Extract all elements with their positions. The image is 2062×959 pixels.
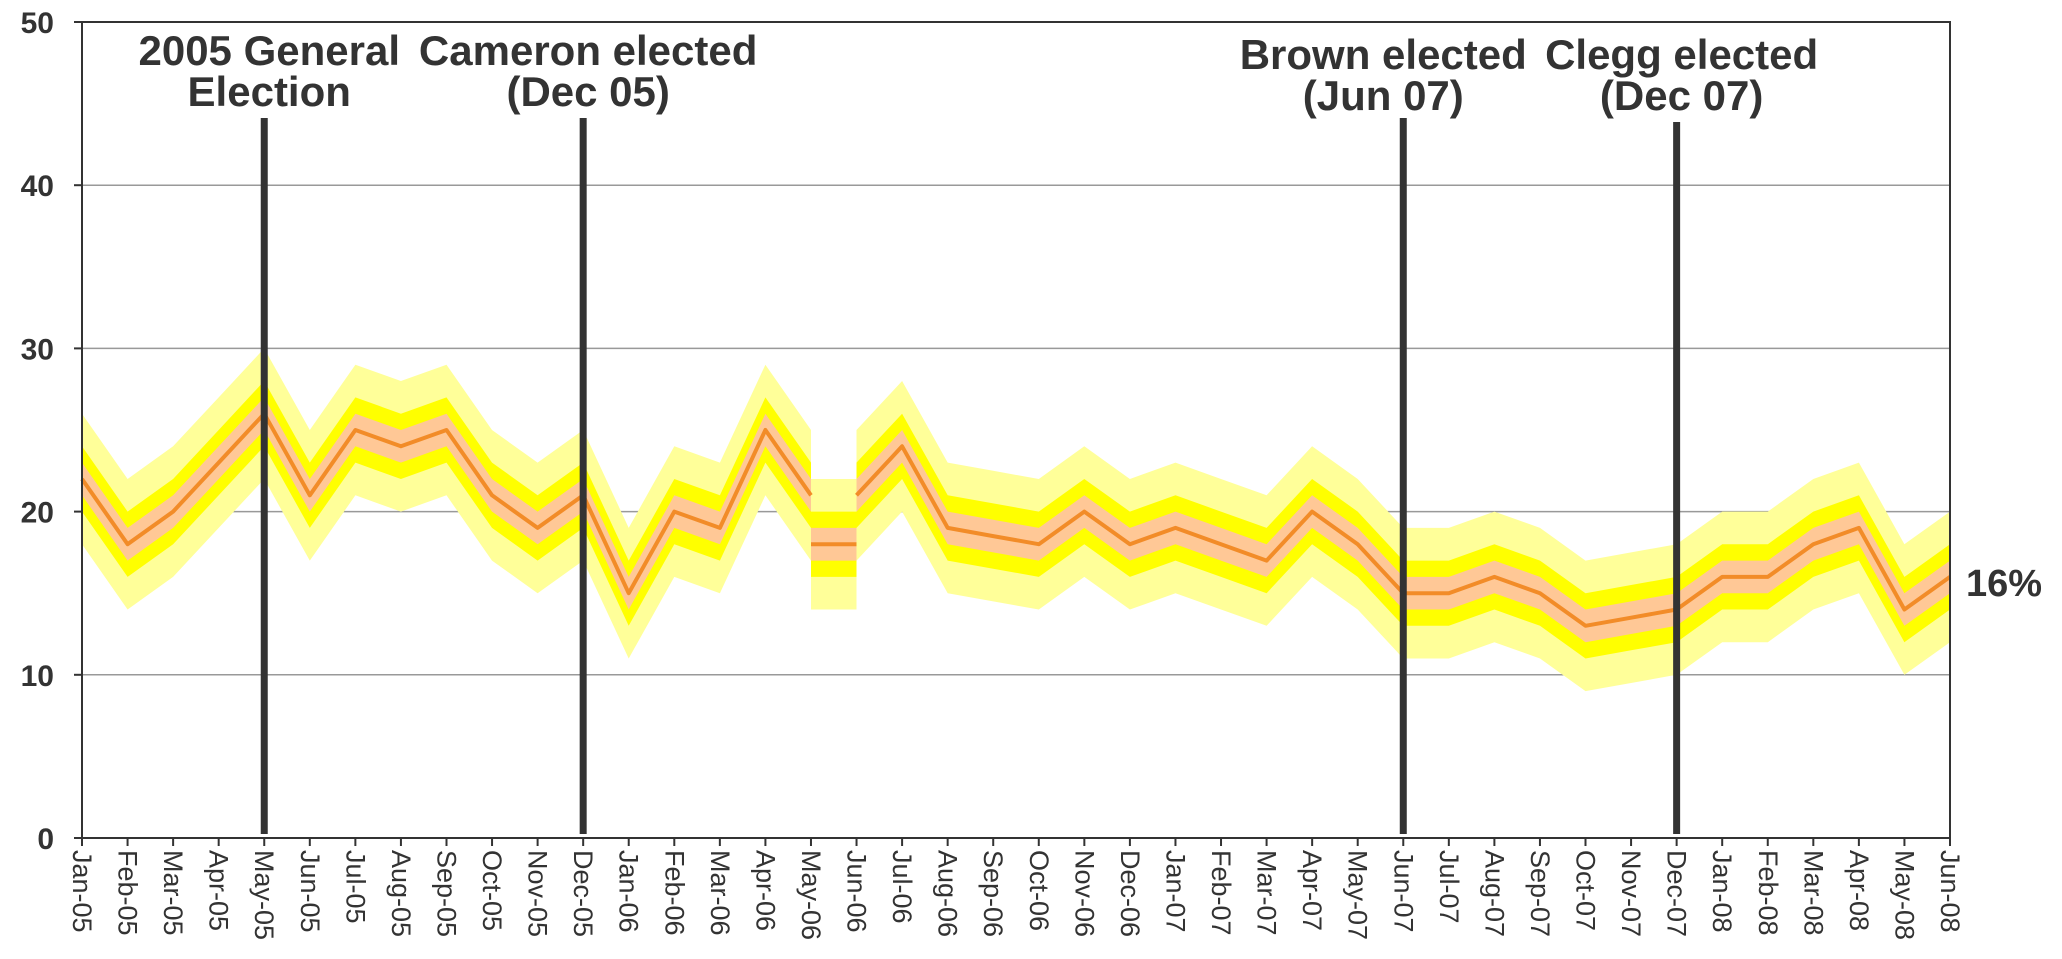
y-tick-labels: 0 10 20 30 40 50 (21, 7, 54, 856)
y-tick-label: 50 (21, 7, 54, 40)
y-tick-label: 20 (21, 497, 54, 530)
x-tick-label: Nov-06 (1069, 850, 1099, 937)
event-label: (Jun 07) (1303, 72, 1464, 119)
x-tick-label: May-05 (249, 850, 279, 940)
x-tick-label: Dec-05 (568, 850, 598, 937)
y-tick-label: 0 (37, 823, 54, 856)
x-tick-label: Feb-06 (659, 850, 689, 936)
y-tick-label: 10 (21, 660, 54, 693)
x-tick-label: Mar-06 (705, 850, 735, 936)
x-tick-label: Oct-06 (1024, 850, 1054, 931)
y-tick-label: 30 (21, 333, 54, 366)
x-tick-label: Jun-06 (842, 850, 872, 933)
x-tick-label: Dec-06 (1115, 850, 1145, 937)
x-tick-label: Apr-05 (204, 850, 234, 931)
x-tick-label: Mar-05 (158, 850, 188, 936)
event-label: Brown elected (1240, 31, 1527, 78)
x-tick-label: May-07 (1343, 850, 1373, 940)
x-tick-label: Dec-07 (1662, 850, 1692, 937)
x-tick-label: Oct-07 (1571, 850, 1601, 931)
x-tick-labels: Jan-05 Feb-05 Mar-05 Apr-05 May-05 Jun-05 Jul-… (67, 850, 1965, 940)
event-label: (Dec 05) (506, 68, 669, 115)
confidence-bands (82, 348, 1950, 692)
series-line-segment (80, 411, 813, 596)
x-tick-label: Aug-05 (386, 850, 416, 937)
x-tick-label: Jul-06 (887, 850, 917, 924)
x-tick-label: Jan-06 (614, 850, 644, 933)
axes (74, 21, 1951, 846)
x-tick-label: Jan-07 (1161, 850, 1191, 933)
x-tick-label: May-06 (796, 850, 826, 940)
confidence-band (82, 397, 811, 610)
x-tick-label: Jun-07 (1388, 850, 1418, 933)
event-label: (Dec 07) (1600, 72, 1763, 119)
x-tick-label: Feb-07 (1206, 850, 1236, 936)
event-label: Cameron elected (419, 27, 757, 74)
x-tick-label: Jun-05 (295, 850, 325, 933)
x-tick-label: Mar-08 (1798, 850, 1828, 936)
x-tick-label: Sep-06 (978, 850, 1008, 937)
event-label: Clegg elected (1545, 31, 1818, 78)
x-tick-label: Apr-07 (1297, 850, 1327, 931)
plot-frame (81, 21, 1951, 839)
x-tick-label: May-08 (1889, 850, 1919, 940)
event-label: 2005 General (138, 27, 400, 74)
x-tick-label: Sep-07 (1525, 850, 1555, 937)
x-tick-label: Jul-05 (340, 850, 370, 924)
x-tick-label: Mar-07 (1252, 850, 1282, 936)
x-tick-label: Apr-08 (1844, 850, 1874, 931)
x-tick-label: Oct-05 (477, 850, 507, 931)
x-tick-label: Apr-06 (750, 850, 780, 931)
x-tick-label: Aug-06 (933, 850, 963, 937)
x-tick-label: Jun-08 (1935, 850, 1965, 933)
x-tick-label: Nov-07 (1616, 850, 1646, 937)
x-tick-label: Jul-07 (1434, 850, 1464, 924)
x-tick-label: Sep-05 (432, 850, 462, 937)
x-tick-label: Aug-07 (1479, 850, 1509, 937)
x-tick-label: Nov-05 (523, 850, 553, 937)
y-tick-label: 40 (21, 170, 54, 203)
end-value-label: 16% (1966, 563, 2042, 605)
x-tick-label: Jan-05 (67, 850, 97, 933)
x-tick-label: Feb-08 (1753, 850, 1783, 936)
x-tick-label: Jan-08 (1707, 850, 1737, 933)
event-label: Election (188, 68, 351, 115)
x-tick-label: Feb-05 (113, 850, 143, 936)
